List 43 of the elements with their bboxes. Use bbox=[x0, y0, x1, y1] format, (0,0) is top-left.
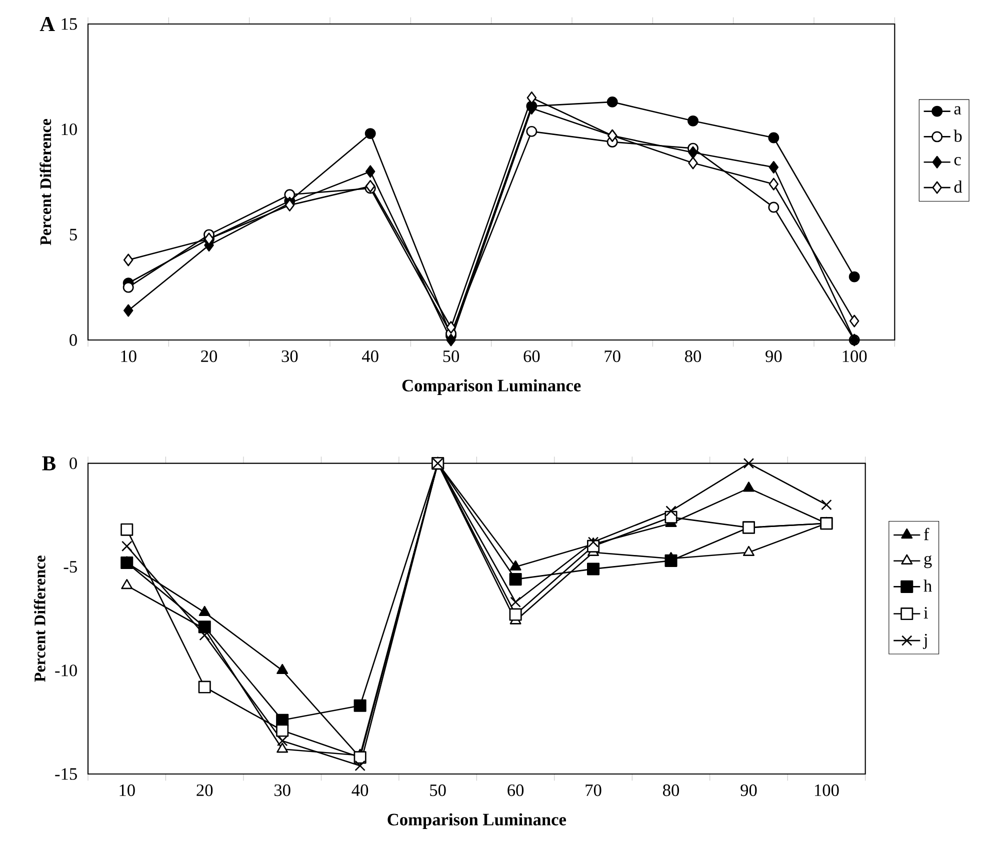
x-tick-label: 80 bbox=[663, 784, 680, 796]
x-tick-label: 30 bbox=[282, 350, 298, 362]
x-tick-label: 70 bbox=[586, 784, 602, 796]
y-tick-label: 5 bbox=[70, 228, 77, 240]
legend-label: h bbox=[924, 580, 932, 592]
x-tick-label: 100 bbox=[814, 784, 839, 796]
x-tick-label: 100 bbox=[842, 350, 867, 362]
chart-title: B bbox=[42, 456, 56, 470]
legend-label: c bbox=[954, 157, 961, 166]
x-tick-label: 30 bbox=[274, 784, 290, 796]
legend-label: g bbox=[924, 555, 932, 568]
y-tick-label: 10 bbox=[62, 123, 77, 136]
x-tick-label: 60 bbox=[508, 784, 524, 796]
legend-label: f bbox=[924, 528, 930, 540]
y-tick-label: 0 bbox=[70, 334, 77, 346]
y-tick-label: -15 bbox=[55, 768, 77, 780]
legend-label: i bbox=[924, 607, 928, 618]
y-tick-label: 15 bbox=[62, 18, 77, 30]
x-axis-title: Comparison Luminance bbox=[402, 379, 581, 395]
x-tick-label: 10 bbox=[120, 784, 135, 796]
chart-title: A bbox=[40, 16, 55, 32]
x-tick-label: 10 bbox=[121, 350, 136, 362]
x-tick-label: 40 bbox=[352, 784, 368, 796]
x-tick-label: 70 bbox=[604, 350, 620, 362]
x-tick-label: 50 bbox=[430, 784, 446, 796]
x-tick-label: 90 bbox=[740, 784, 757, 796]
legend-label: b bbox=[954, 130, 962, 142]
legend-label: j bbox=[922, 634, 927, 649]
x-tick-label: 50 bbox=[443, 350, 460, 362]
y-tick-label: -5 bbox=[64, 561, 77, 573]
x-tick-label: 80 bbox=[685, 350, 702, 362]
y-axis-title: Percent Difference bbox=[40, 118, 52, 246]
x-tick-label: 40 bbox=[362, 350, 378, 362]
y-axis-title: Percent Difference bbox=[34, 556, 46, 682]
x-tick-label: 20 bbox=[201, 350, 218, 362]
y-tick-label: 0 bbox=[70, 457, 77, 470]
legend-label: a bbox=[954, 106, 962, 115]
x-tick-label: 20 bbox=[196, 784, 213, 796]
x-axis-title: Comparison Luminance bbox=[388, 813, 566, 829]
x-tick-label: 90 bbox=[766, 350, 782, 362]
y-tick-label: -10 bbox=[55, 664, 77, 676]
x-tick-label: 60 bbox=[524, 350, 540, 362]
legend-label: d bbox=[954, 180, 962, 193]
